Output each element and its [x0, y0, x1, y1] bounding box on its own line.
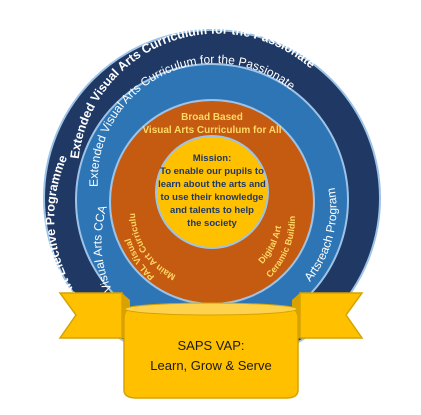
- banner-line-2: Learn, Grow & Serve: [150, 358, 271, 373]
- mission-line-3: learn about the arts and: [158, 179, 266, 190]
- center-circle: [155, 135, 269, 249]
- ribbon-right-tail: [299, 292, 364, 339]
- mission-line-1: Mission:: [193, 153, 232, 164]
- mission-line-2: To enable our pupils to: [160, 166, 264, 177]
- mission-line-6: the society: [187, 218, 237, 229]
- third-top-line2: Visual Arts Curriculum for All: [142, 125, 281, 136]
- mission-line-4: to use their knowledge: [161, 192, 264, 203]
- banner-line-1: SAPS VAP:: [178, 338, 245, 353]
- ribbon-banner: SAPS VAP: Learn, Grow & Serve: [58, 292, 364, 399]
- mission-line-5: and talents to help: [170, 205, 254, 216]
- ribbon-top-curl: [124, 302, 298, 316]
- ribbon-left-tail: [58, 292, 123, 339]
- mission-text: Mission: To enable our pupils to learn a…: [158, 153, 266, 229]
- third-top-line1: Broad Based: [181, 112, 243, 123]
